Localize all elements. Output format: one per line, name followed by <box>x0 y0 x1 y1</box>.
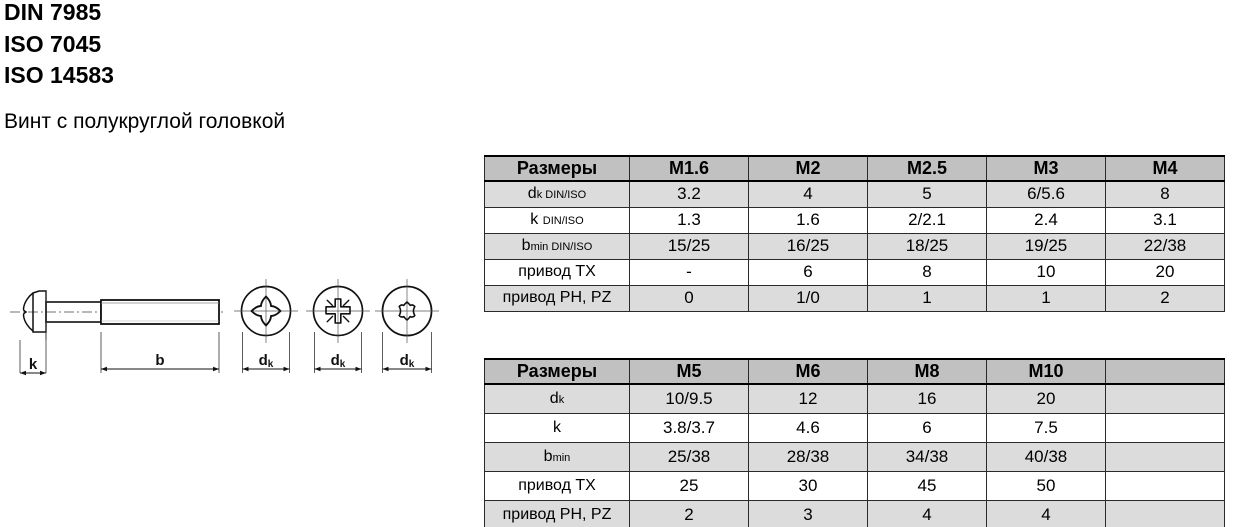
svg-text:dk: dk <box>331 352 346 370</box>
svg-text:dk: dk <box>400 352 415 370</box>
svg-text:b: b <box>155 352 164 369</box>
svg-text:k: k <box>29 356 38 373</box>
svg-text:dk: dk <box>259 352 274 370</box>
